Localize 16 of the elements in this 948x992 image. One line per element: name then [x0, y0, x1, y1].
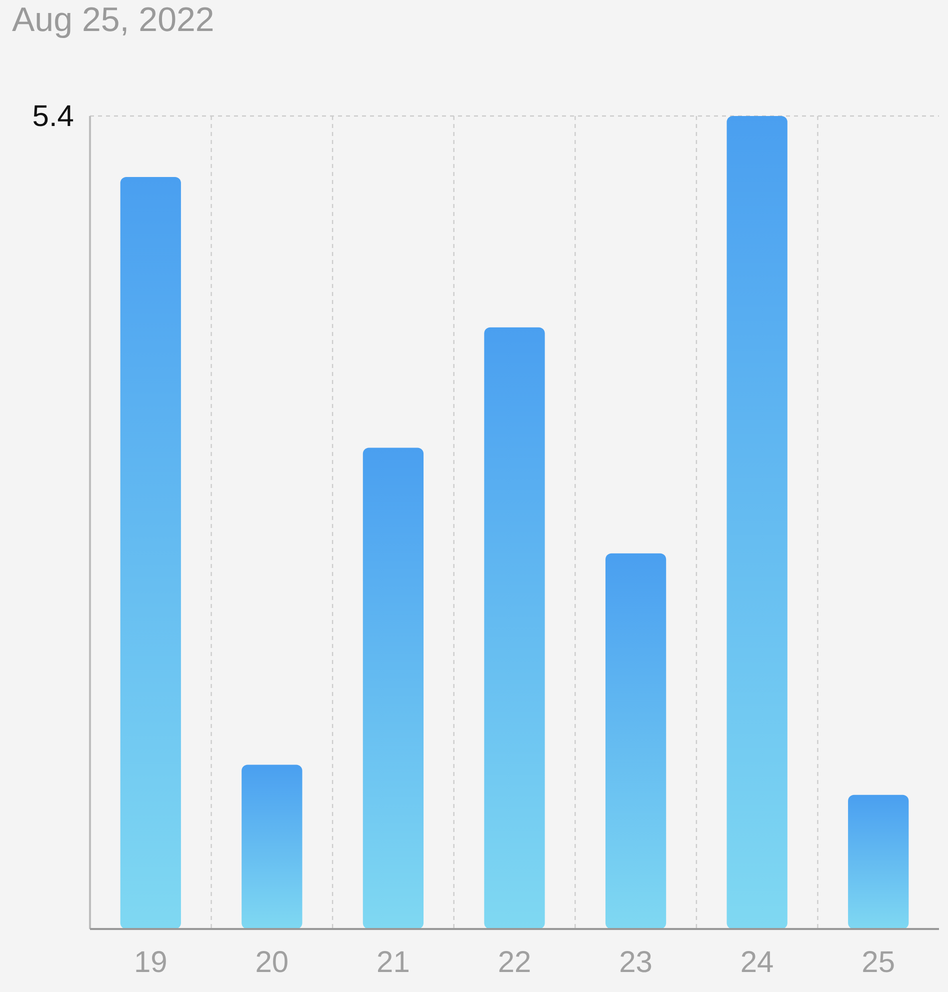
- x-tick-label: 24: [740, 946, 774, 979]
- text: 5.4: [32, 100, 74, 133]
- bar: [726, 116, 788, 929]
- chart-title: Aug 25, 2022: [12, 1, 214, 39]
- bar: [605, 553, 666, 929]
- x-tick-label: 22: [498, 946, 532, 979]
- x-tick-label: 20: [255, 946, 289, 979]
- bar: [362, 448, 424, 929]
- x-tick-label: 23: [619, 946, 652, 979]
- x-tick-label: 19: [134, 946, 168, 979]
- x-tick-label: 21: [376, 946, 410, 979]
- bar: [848, 794, 909, 929]
- bar: [484, 327, 545, 929]
- bar: [242, 764, 302, 929]
- bar: [120, 176, 181, 929]
- x-tick-label: 25: [862, 946, 896, 979]
